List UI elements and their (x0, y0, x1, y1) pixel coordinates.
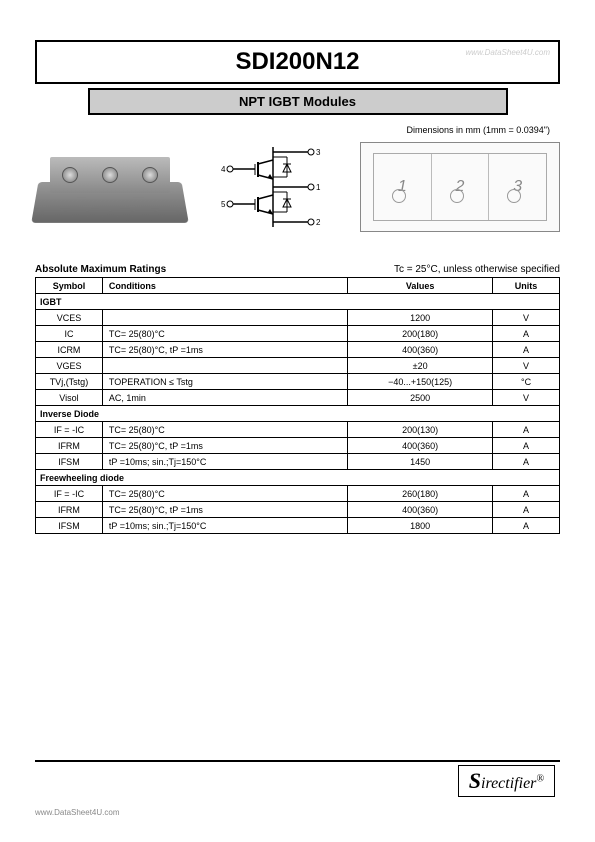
table-row: IF = -ICTC= 25(80)°C260(180)A (36, 486, 560, 502)
ratings-title: Absolute Maximum Ratings (35, 264, 166, 275)
ratings-header: Absolute Maximum Ratings Tc = 25°C, unle… (35, 264, 560, 275)
technical-drawing: 1 2 3 (360, 142, 560, 232)
screw-icon (142, 167, 158, 183)
dimensions-label: Dimensions in mm (1mm = 0.0394") (35, 125, 560, 135)
table-row: IFSMtP =10ms; sin.;Tj=150°C1450A (36, 454, 560, 470)
table-row: IFRMTC= 25(80)°C, tP =1ms400(360)A (36, 502, 560, 518)
th-symbol: Symbol (36, 278, 103, 294)
table-row: ICRMTC= 25(80)°C, tP =1ms400(360)A (36, 342, 560, 358)
pin-2: 2 (316, 218, 321, 227)
footer-divider (35, 760, 560, 762)
section-igbt: IGBT (36, 294, 560, 310)
table-row: ICTC= 25(80)°C200(180)A (36, 326, 560, 342)
logo-rest: irectifier (481, 775, 536, 792)
screw-icon (62, 167, 78, 183)
screw-icon (102, 167, 118, 183)
section-freewheel: Freewheeling diode (36, 470, 560, 486)
manufacturer-logo: Sirectifier® (458, 765, 555, 797)
pin-3: 3 (316, 148, 321, 157)
th-conditions: Conditions (102, 278, 347, 294)
module-type-subtitle: NPT IGBT Modules (90, 94, 506, 109)
table-row: IF = -ICTC= 25(80)°C200(130)A (36, 422, 560, 438)
th-units: Units (493, 278, 560, 294)
ratings-condition: Tc = 25°C, unless otherwise specified (394, 264, 560, 275)
table-row: IFRMTC= 25(80)°C, tP =1ms400(360)A (36, 438, 560, 454)
th-values: Values (348, 278, 493, 294)
section-inverse: Inverse Diode (36, 406, 560, 422)
module-photo (35, 149, 185, 224)
circuit-schematic: 3 1 2 4 (213, 142, 333, 232)
title-box: SDI200N12 (35, 40, 560, 84)
table-row: VGES±20V (36, 358, 560, 374)
table-header-row: Symbol Conditions Values Units (36, 278, 560, 294)
footer-url: www.DataSheet4U.com (35, 808, 119, 817)
table-row: TVj,(Tstg)TOPERATION ≤ Tstg−40...+150(12… (36, 374, 560, 390)
registered-icon: ® (536, 774, 544, 785)
watermark-top: www.DataSheet4U.com (466, 48, 550, 57)
ratings-table: Symbol Conditions Values Units IGBT VCES… (35, 277, 560, 534)
subtitle-box: NPT IGBT Modules (88, 88, 508, 115)
pin-5: 5 (221, 200, 226, 209)
images-row: 3 1 2 4 (35, 139, 560, 234)
table-row: VCES1200V (36, 310, 560, 326)
table-row: IFSMtP =10ms; sin.;Tj=150°C1800A (36, 518, 560, 534)
pin-4: 4 (221, 165, 226, 174)
logo-s: S (469, 768, 481, 793)
pin-1: 1 (316, 183, 321, 192)
table-row: VisolAC, 1min2500V (36, 390, 560, 406)
